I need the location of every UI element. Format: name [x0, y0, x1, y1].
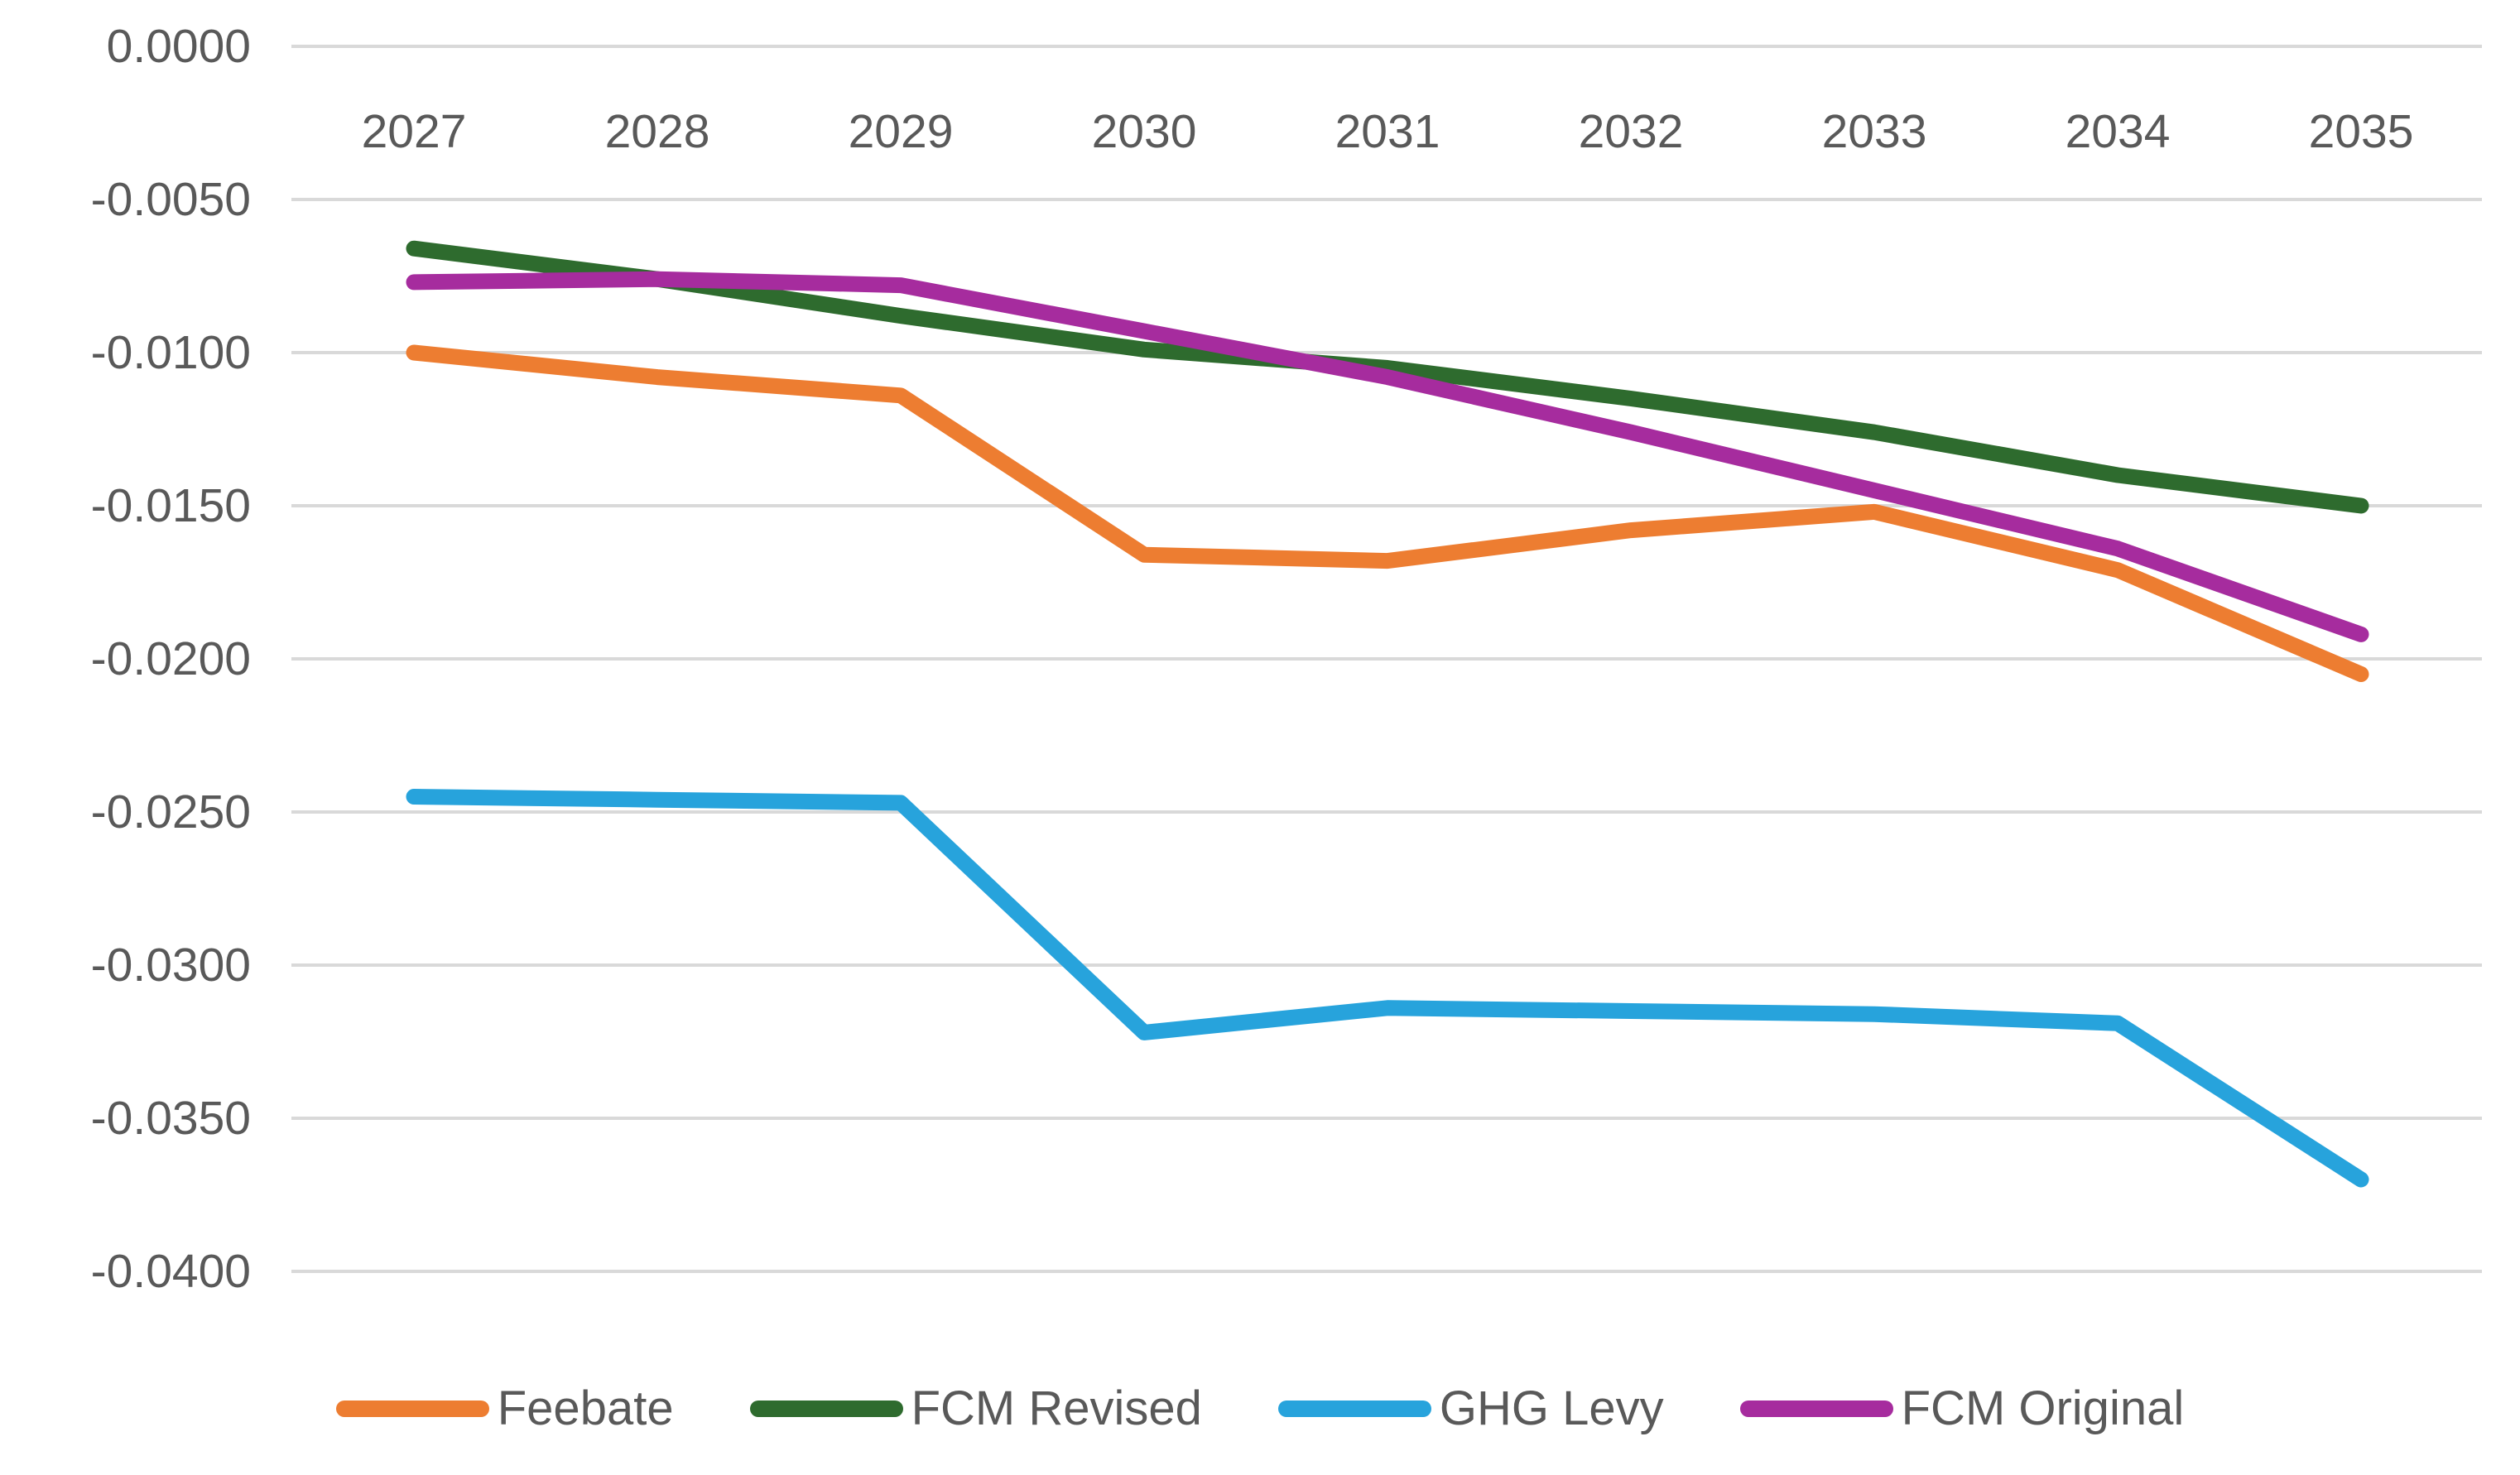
- y-axis-tick-label: -0.0350: [91, 1092, 251, 1145]
- x-axis-tick-label: 2028: [605, 105, 710, 158]
- legend-item-ghg-levy: GHG Levy: [1277, 1381, 1664, 1435]
- x-axis-tick-label: 2033: [1822, 105, 1927, 158]
- x-axis-tick-label: 2031: [1335, 105, 1440, 158]
- x-axis-tick-label: 2035: [2309, 105, 2414, 158]
- series-line-ghg-levy: [406, 789, 2369, 1188]
- y-axis-tick-label: -0.0100: [91, 326, 251, 379]
- legend-swatch-icon: [1739, 1401, 1893, 1417]
- series-line-fcm-revised: [406, 240, 2369, 514]
- legend-label: Feebate: [497, 1381, 674, 1435]
- legend-swatch-icon: [749, 1401, 903, 1417]
- legend-label: FCM Original: [1901, 1381, 2185, 1435]
- legend-item-fcm-revised: FCM Revised: [749, 1381, 1202, 1435]
- x-axis-tick-label: 2029: [849, 105, 954, 158]
- x-axis-tick-label: 2034: [2066, 105, 2171, 158]
- legend-label: FCM Revised: [911, 1381, 1202, 1435]
- y-axis-tick-label: -0.0050: [91, 173, 251, 226]
- y-axis-tick-label: -0.0200: [91, 632, 251, 685]
- y-axis-tick-label: -0.0150: [91, 479, 251, 532]
- legend-item-fcm-original: FCM Original: [1739, 1381, 2185, 1435]
- y-axis-tick-label: -0.0300: [91, 939, 251, 992]
- x-axis-tick-label: 2032: [1579, 105, 1684, 158]
- legend-swatch-icon: [1277, 1401, 1431, 1417]
- x-axis-tick-label: 2030: [1092, 105, 1197, 158]
- y-axis-tick-label: 0.0000: [107, 20, 251, 73]
- series-line-feebate: [406, 344, 2369, 682]
- legend-item-feebate: Feebate: [335, 1381, 674, 1435]
- series-line-fcm-original: [406, 271, 2369, 642]
- chart-legend: Feebate FCM Revised GHG Levy FCM Original: [0, 1376, 2520, 1442]
- legend-swatch-icon: [335, 1401, 489, 1417]
- x-axis-tick-label: 2027: [362, 105, 467, 158]
- legend-label: GHG Levy: [1439, 1381, 1664, 1435]
- y-axis-tick-label: -0.0250: [91, 786, 251, 838]
- y-axis-tick-label: -0.0400: [91, 1245, 251, 1298]
